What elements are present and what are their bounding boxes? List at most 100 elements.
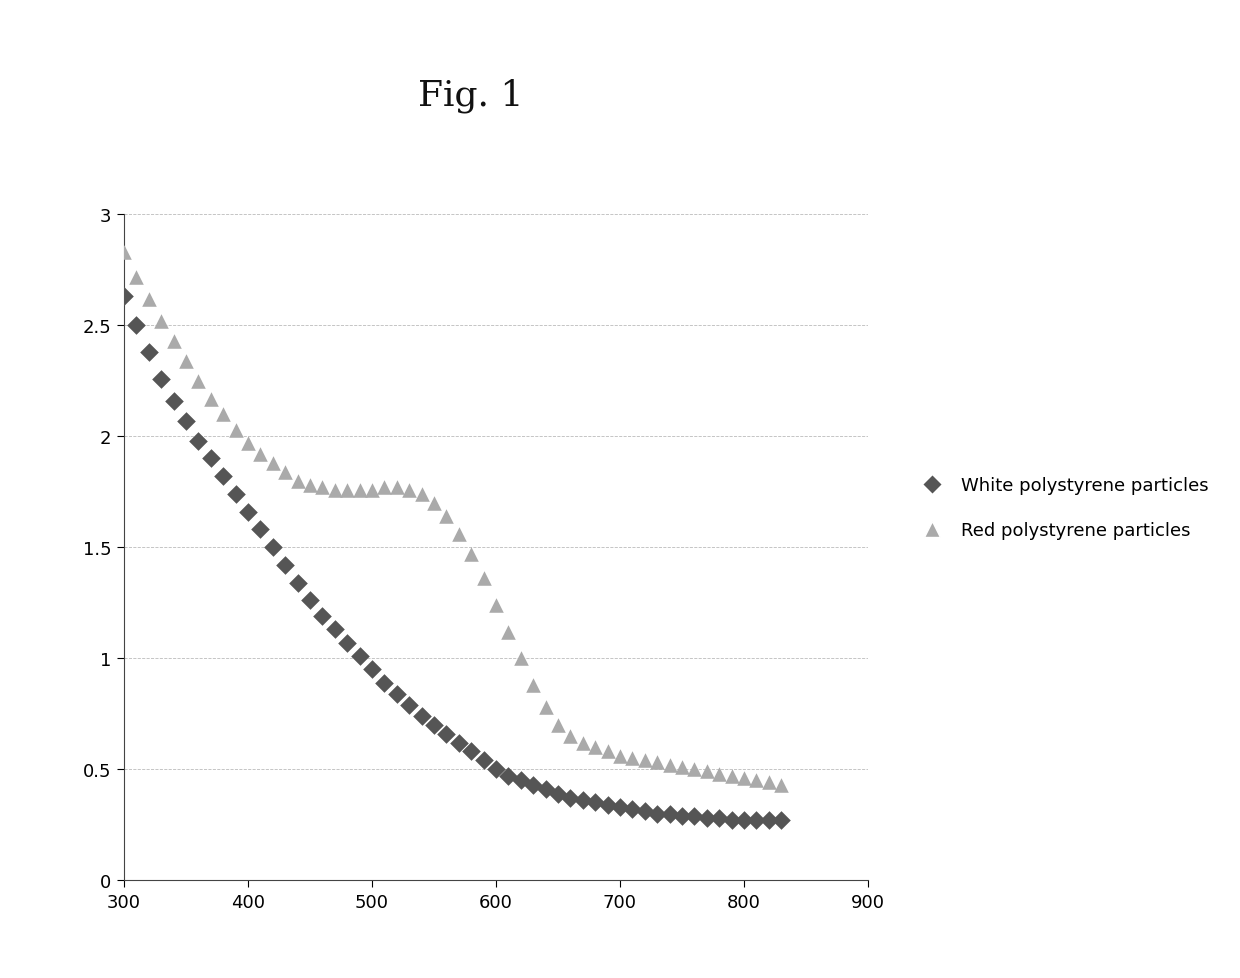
Red polystyrene particles: [399, 482, 419, 498]
White polystyrene particles: [647, 806, 667, 822]
Red polystyrene particles: [350, 482, 370, 498]
Red polystyrene particles: [660, 757, 680, 773]
Red polystyrene particles: [213, 407, 233, 422]
White polystyrene particles: [151, 372, 171, 387]
Red polystyrene particles: [486, 598, 506, 613]
Red polystyrene particles: [188, 374, 208, 389]
White polystyrene particles: [734, 813, 754, 828]
Red polystyrene particles: [684, 762, 704, 778]
White polystyrene particles: [498, 768, 518, 783]
Red polystyrene particles: [250, 447, 270, 463]
Red polystyrene particles: [114, 245, 134, 261]
Red polystyrene particles: [325, 482, 345, 498]
White polystyrene particles: [275, 557, 295, 573]
Red polystyrene particles: [560, 729, 580, 744]
White polystyrene particles: [622, 801, 642, 817]
Red polystyrene particles: [709, 766, 729, 781]
Red polystyrene particles: [139, 291, 159, 307]
Red polystyrene particles: [672, 759, 692, 775]
Red polystyrene particles: [771, 778, 791, 793]
White polystyrene particles: [238, 505, 258, 520]
White polystyrene particles: [548, 786, 568, 802]
Red polystyrene particles: [635, 753, 655, 769]
White polystyrene particles: [362, 662, 382, 678]
Red polystyrene particles: [436, 509, 456, 524]
Red polystyrene particles: [424, 496, 444, 511]
White polystyrene particles: [746, 813, 766, 828]
White polystyrene particles: [560, 790, 580, 806]
White polystyrene particles: [672, 808, 692, 823]
White polystyrene particles: [573, 792, 593, 808]
White polystyrene particles: [536, 781, 556, 797]
White polystyrene particles: [325, 622, 345, 638]
White polystyrene particles: [598, 797, 618, 813]
White polystyrene particles: [399, 697, 419, 713]
White polystyrene particles: [635, 804, 655, 820]
Red polystyrene particles: [238, 435, 258, 451]
White polystyrene particles: [263, 540, 283, 556]
Red polystyrene particles: [176, 354, 196, 370]
White polystyrene particles: [213, 468, 233, 484]
White polystyrene particles: [300, 593, 320, 608]
White polystyrene particles: [188, 433, 208, 449]
Red polystyrene particles: [548, 717, 568, 733]
Red polystyrene particles: [263, 456, 283, 471]
Red polystyrene particles: [610, 748, 630, 764]
Red polystyrene particles: [201, 391, 221, 407]
White polystyrene particles: [114, 289, 134, 305]
White polystyrene particles: [511, 773, 531, 788]
Red polystyrene particles: [337, 482, 357, 498]
Legend: White polystyrene particles, Red polystyrene particles: White polystyrene particles, Red polysty…: [914, 477, 1209, 540]
White polystyrene particles: [176, 414, 196, 429]
White polystyrene particles: [412, 708, 432, 724]
White polystyrene particles: [424, 717, 444, 733]
Red polystyrene particles: [387, 480, 407, 496]
Red polystyrene particles: [734, 771, 754, 786]
Red polystyrene particles: [300, 478, 320, 494]
White polystyrene particles: [164, 393, 184, 409]
White polystyrene particles: [374, 675, 394, 690]
White polystyrene particles: [250, 522, 270, 538]
White polystyrene particles: [288, 575, 308, 591]
Red polystyrene particles: [412, 487, 432, 503]
Red polystyrene particles: [622, 750, 642, 766]
White polystyrene particles: [697, 811, 717, 826]
Red polystyrene particles: [275, 465, 295, 480]
Red polystyrene particles: [585, 739, 605, 755]
Red polystyrene particles: [573, 734, 593, 750]
White polystyrene particles: [474, 753, 494, 769]
Red polystyrene particles: [647, 755, 667, 771]
Red polystyrene particles: [126, 269, 146, 285]
White polystyrene particles: [139, 345, 159, 361]
Red polystyrene particles: [449, 526, 469, 542]
White polystyrene particles: [722, 813, 742, 828]
Red polystyrene particles: [312, 480, 332, 496]
Red polystyrene particles: [511, 650, 531, 666]
Red polystyrene particles: [226, 422, 246, 438]
White polystyrene particles: [226, 487, 246, 503]
White polystyrene particles: [436, 726, 456, 741]
Red polystyrene particles: [746, 773, 766, 788]
Red polystyrene particles: [523, 678, 543, 693]
White polystyrene particles: [610, 799, 630, 815]
White polystyrene particles: [709, 811, 729, 826]
White polystyrene particles: [201, 451, 221, 467]
White polystyrene particles: [449, 734, 469, 750]
Red polystyrene particles: [536, 699, 556, 715]
Red polystyrene particles: [722, 768, 742, 783]
White polystyrene particles: [684, 808, 704, 823]
White polystyrene particles: [660, 806, 680, 822]
White polystyrene particles: [350, 648, 370, 664]
Red polystyrene particles: [164, 333, 184, 349]
White polystyrene particles: [585, 795, 605, 811]
Red polystyrene particles: [362, 482, 382, 498]
White polystyrene particles: [523, 778, 543, 793]
Red polystyrene particles: [374, 480, 394, 496]
Text: Fig. 1: Fig. 1: [418, 78, 525, 112]
White polystyrene particles: [771, 813, 791, 828]
White polystyrene particles: [759, 813, 779, 828]
White polystyrene particles: [486, 762, 506, 778]
Red polystyrene particles: [697, 764, 717, 779]
White polystyrene particles: [126, 318, 146, 333]
Red polystyrene particles: [461, 547, 481, 562]
